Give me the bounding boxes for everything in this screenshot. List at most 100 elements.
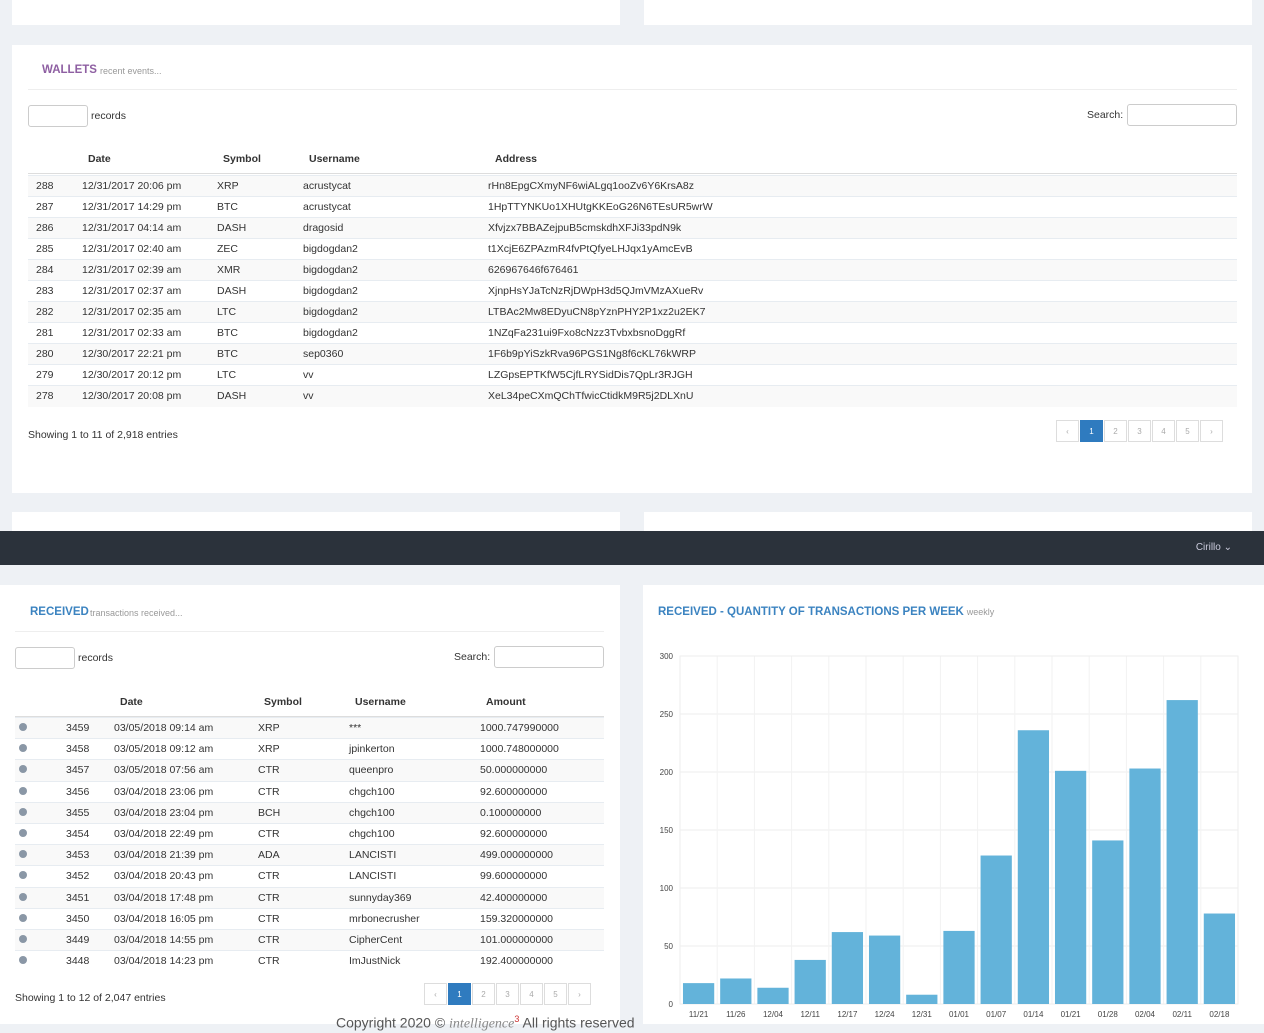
page-button[interactable]: 5 <box>544 983 567 1005</box>
row-icon <box>19 893 27 901</box>
table-cell: chgch100 <box>349 828 395 840</box>
table-cell: 3448 <box>66 955 89 967</box>
bar <box>683 983 714 1004</box>
table-cell: vv <box>303 390 314 402</box>
table-cell: DASH <box>217 285 246 297</box>
table-cell: BTC <box>217 348 238 360</box>
page-button[interactable]: 2 <box>1104 420 1127 442</box>
column-header[interactable]: Amount <box>486 696 526 708</box>
table-cell: 92.600000000 <box>480 786 547 798</box>
table-cell: 159.320000000 <box>480 913 553 925</box>
footer-rights: All rights reserved <box>523 1015 635 1031</box>
table-cell: 499.000000000 <box>480 849 553 861</box>
table-cell: Xfvjzx7BBAZejpuB5cmskdhXFJi33pdN9k <box>488 222 681 234</box>
column-header[interactable]: Date <box>88 153 111 165</box>
table-cell: CTR <box>258 786 280 798</box>
card-stub <box>12 0 620 25</box>
bar <box>832 932 863 1004</box>
table-cell: acrustycat <box>303 201 351 213</box>
y-tick-label: 150 <box>660 826 674 835</box>
table-cell: 12/31/2017 14:29 pm <box>82 201 181 213</box>
page-button[interactable]: › <box>568 983 591 1005</box>
table-cell: 1000.748000000 <box>480 743 559 755</box>
table-cell: XRP <box>258 743 280 755</box>
divider <box>28 89 1237 90</box>
column-header[interactable]: Symbol <box>223 153 261 165</box>
table-cell: DASH <box>217 222 246 234</box>
chart-card: RECEIVED - QUANTITY OF TRANSACTIONS PER … <box>643 585 1264 1024</box>
table-cell: 278 <box>36 390 54 402</box>
search-input[interactable] <box>1127 104 1237 126</box>
table-cell: bigdogdan2 <box>303 327 358 339</box>
table-cell: BTC <box>217 327 238 339</box>
page-button[interactable]: ‹ <box>424 983 447 1005</box>
table-cell: 50.000000000 <box>480 764 547 776</box>
table-cell: CipherCent <box>349 934 402 946</box>
row-icon <box>19 829 27 837</box>
table-cell: chgch100 <box>349 786 395 798</box>
column-header[interactable]: Symbol <box>264 696 302 708</box>
x-tick-label: 01/28 <box>1098 1010 1119 1019</box>
page-button[interactable]: 3 <box>1128 420 1151 442</box>
bar <box>1167 700 1198 1004</box>
column-header[interactable]: Address <box>495 153 537 165</box>
table-cell: mrbonecrusher <box>349 913 420 925</box>
table-cell: 03/04/2018 23:04 pm <box>114 807 213 819</box>
page-button[interactable]: 1 <box>1080 420 1103 442</box>
table-cell: 1F6b9pYiSzkRva96PGS1Ng8f6cKL76kWRP <box>488 348 696 360</box>
user-menu[interactable]: Cirillo ⌄ <box>1196 542 1232 553</box>
chart: 05010015020025030011/2111/2612/0412/1112… <box>643 585 1264 1024</box>
table-cell: 285 <box>36 243 54 255</box>
search-input[interactable] <box>494 646 604 668</box>
table-cell: sep0360 <box>303 348 343 360</box>
x-tick-label: 02/11 <box>1172 1010 1192 1019</box>
table-cell: 283 <box>36 285 54 297</box>
x-tick-label: 12/04 <box>763 1010 784 1019</box>
x-tick-label: 12/11 <box>800 1010 820 1019</box>
table-cell: 03/04/2018 23:06 pm <box>114 786 213 798</box>
page-button[interactable]: 4 <box>520 983 543 1005</box>
page-button[interactable]: 4 <box>1152 420 1175 442</box>
length-select[interactable] <box>15 647 75 669</box>
page-button[interactable]: 2 <box>472 983 495 1005</box>
table-cell: CTR <box>258 870 280 882</box>
x-tick-label: 01/01 <box>949 1010 970 1019</box>
table-cell: 12/31/2017 20:06 pm <box>82 180 181 192</box>
table-info: Showing 1 to 11 of 2,918 entries <box>28 429 178 441</box>
table-cell: XMR <box>217 264 240 276</box>
bar <box>906 995 937 1004</box>
table-cell: 1NZqFa231ui9Fxo8cNzz3TvbxbsnoDggRf <box>488 327 685 339</box>
length-select[interactable] <box>28 105 88 127</box>
column-header[interactable]: Username <box>309 153 360 165</box>
table-cell: LZGpsEPTKfW5CjfLRYSidDis7QpLr3RJGH <box>488 369 693 381</box>
table-cell: XRP <box>258 722 280 734</box>
table-cell: 3456 <box>66 786 89 798</box>
table-cell: bigdogdan2 <box>303 264 358 276</box>
table-cell: jpinkerton <box>349 743 395 755</box>
table-cell: 03/05/2018 09:12 am <box>114 743 213 755</box>
bar <box>757 988 788 1004</box>
column-header[interactable]: Username <box>355 696 406 708</box>
column-header[interactable]: Date <box>120 696 143 708</box>
card-title: RECEIVED <box>30 606 89 618</box>
table-cell: 03/04/2018 16:05 pm <box>114 913 213 925</box>
table-cell: 279 <box>36 369 54 381</box>
table-cell: LTC <box>217 306 236 318</box>
page-button[interactable]: ‹ <box>1056 420 1079 442</box>
table-cell: 281 <box>36 327 54 339</box>
table-cell: 3457 <box>66 764 89 776</box>
page-button[interactable]: 1 <box>448 983 471 1005</box>
table-cell: 3458 <box>66 743 89 755</box>
table-cell: 12/30/2017 20:12 pm <box>82 369 181 381</box>
y-tick-label: 0 <box>669 1000 674 1009</box>
x-tick-label: 12/31 <box>912 1010 933 1019</box>
bar <box>1055 771 1086 1004</box>
page-button[interactable]: 3 <box>496 983 519 1005</box>
table-cell: 12/31/2017 02:39 am <box>82 264 181 276</box>
page-button[interactable]: 5 <box>1176 420 1199 442</box>
bar <box>943 931 974 1004</box>
table-cell: queenpro <box>349 764 393 776</box>
table-cell: 12/31/2017 02:37 am <box>82 285 181 297</box>
topbar: Cirillo ⌄ <box>0 531 1264 565</box>
page-button[interactable]: › <box>1200 420 1223 442</box>
